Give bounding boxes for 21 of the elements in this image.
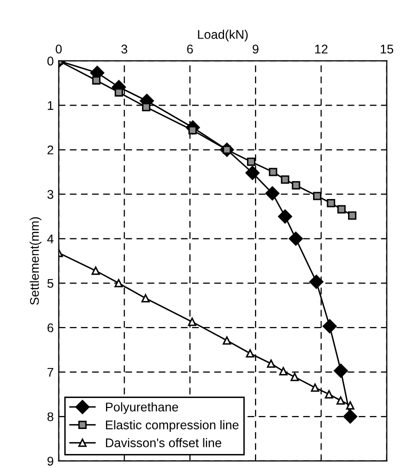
y-tick-label: 5 xyxy=(47,279,54,288)
y-tick-label: 0 xyxy=(47,56,54,66)
y-tick-label: 9 xyxy=(48,456,54,466)
x-tick-label: 12 xyxy=(315,44,328,54)
x-axis-title: Load(kN) xyxy=(198,30,248,42)
y-tick-label: 6 xyxy=(48,323,54,332)
x-tick-label: 3 xyxy=(121,44,128,54)
y-tick-label: 8 xyxy=(47,412,54,422)
legend-label: Elastic compression line xyxy=(106,420,238,432)
x-tick-label: 0 xyxy=(56,44,62,54)
y-axis-title: Settlement(mm) xyxy=(30,217,42,305)
x-tick-label: 6 xyxy=(187,44,193,54)
legend-label: Davisson's offset line xyxy=(106,438,222,448)
x-tick-label: 9 xyxy=(252,44,258,54)
y-tick-label: 1 xyxy=(48,101,54,110)
y-tick-label: 2 xyxy=(48,146,54,154)
y-tick-label: 7 xyxy=(48,368,54,377)
legend-label: Polyurethane xyxy=(106,402,178,414)
x-tick-label: 15 xyxy=(380,44,394,54)
y-tick-label: 3 xyxy=(47,190,54,199)
y-tick-label: 4 xyxy=(47,234,54,244)
